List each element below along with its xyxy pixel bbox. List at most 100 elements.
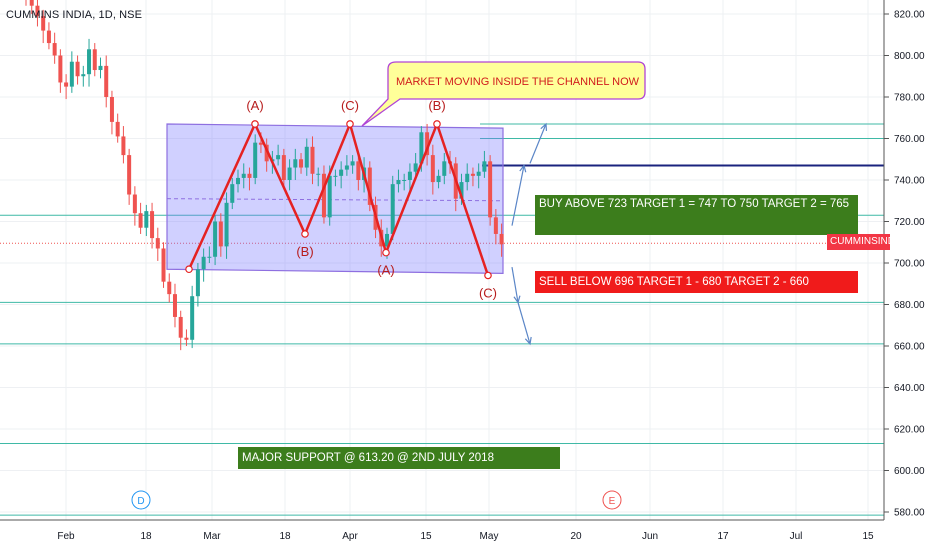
- candle-body: [321, 173, 326, 218]
- arrow-head: [524, 336, 532, 346]
- candle-body: [75, 61, 80, 77]
- candle-body: [499, 233, 504, 245]
- sell-note: SELL BELOW 696 TARGET 1 - 680 TARGET 2 -…: [535, 271, 858, 293]
- x-tick-label: Feb: [57, 531, 75, 542]
- x-tick-label: Jun: [642, 531, 658, 542]
- candle-body: [87, 49, 92, 75]
- candle-body: [482, 161, 487, 172]
- wave-label: (B): [296, 244, 313, 259]
- wave-node: [301, 230, 309, 238]
- candle-body: [41, 16, 46, 31]
- candle-body: [230, 184, 235, 203]
- candle-body: [35, 5, 40, 17]
- candle-body: [178, 316, 183, 338]
- candle-body: [436, 175, 441, 183]
- projection-arrows: [511, 122, 548, 346]
- candle-body: [253, 142, 258, 178]
- x-tick-label: Jul: [790, 531, 803, 542]
- candle-body: [419, 132, 424, 164]
- wave-node: [433, 120, 441, 128]
- candle-body: [98, 65, 103, 71]
- candle-body: [92, 49, 97, 71]
- callout-shape: [361, 61, 646, 127]
- candle-body: [195, 269, 200, 297]
- candle-body: [115, 121, 120, 137]
- candle-body: [465, 173, 470, 183]
- channel-midline: [166, 198, 504, 202]
- candle-body: [488, 161, 493, 218]
- candle-body: [396, 180, 401, 185]
- event-label: E: [609, 496, 616, 507]
- wave-node: [251, 120, 259, 128]
- y-tick-label: 620.00: [894, 425, 925, 436]
- candle-body: [258, 142, 263, 145]
- y-tick-label: 820.00: [894, 10, 925, 21]
- candle-body: [493, 217, 498, 234]
- candle-body: [207, 256, 212, 258]
- candle-body: [413, 163, 418, 172]
- candle-body: [104, 65, 109, 97]
- arrow-down-2: [517, 302, 531, 345]
- candle-body: [276, 155, 281, 160]
- x-tick-label: 18: [279, 531, 291, 542]
- candle-body: [344, 165, 349, 170]
- candle-body: [121, 136, 126, 156]
- wave-node: [382, 248, 390, 257]
- arrow-up-1: [511, 165, 525, 226]
- y-tick-label: 700.00: [894, 259, 925, 270]
- candle-body: [316, 173, 321, 175]
- candle-body: [81, 74, 86, 77]
- support-note: MAJOR SUPPORT @ 613.20 @ 2ND JULY 2018: [238, 447, 560, 469]
- candle-body: [459, 182, 464, 199]
- wave-label: (A): [377, 263, 394, 278]
- arrow-head: [519, 164, 527, 173]
- candle-body: [109, 97, 114, 122]
- candle-body: [184, 337, 189, 340]
- candle-body: [264, 144, 269, 162]
- wave-label: (B): [428, 98, 445, 113]
- elliott-wave-lines: (A) (B) (C) (A) (B) (C): [185, 98, 497, 300]
- candle-body: [132, 194, 137, 214]
- buy-note: BUY ABOVE 723 TARGET 1 = 747 TO 750 TARG…: [535, 195, 858, 235]
- x-tick-label: 17: [717, 531, 729, 542]
- candle-body: [293, 159, 298, 168]
- time-axis[interactable]: Feb 18 Mar 18 Apr 15 May 20 Jun 17 Jul 15: [0, 519, 884, 542]
- candle-body: [350, 161, 355, 166]
- y-tick-label: 740.00: [894, 176, 925, 187]
- candle-body: [287, 167, 292, 180]
- x-tick-label: 15: [420, 531, 432, 542]
- price-tag-value: 709.50: [895, 236, 926, 247]
- candle-body: [247, 173, 252, 178]
- wave-label: (A): [246, 98, 263, 113]
- candle-body: [442, 161, 447, 176]
- candle-body: [218, 221, 223, 247]
- candle-body: [58, 55, 63, 83]
- price-axis[interactable]: 820.00 800.00 780.00 760.00 740.00 720.00 700.…: [883, 0, 932, 520]
- candle-body: [339, 169, 344, 176]
- candle-body: [333, 175, 338, 177]
- candle-body: [299, 159, 304, 168]
- wave-label: (C): [479, 285, 497, 300]
- y-tick-label: 800.00: [894, 51, 925, 62]
- x-tick-label: May: [480, 531, 499, 542]
- y-tick-label: 680.00: [894, 300, 925, 311]
- candle-body: [29, 0, 34, 6]
- candle-body: [304, 146, 309, 168]
- x-tick-label: 20: [570, 531, 582, 542]
- candle-body: [144, 211, 149, 228]
- candle-body: [150, 211, 155, 239]
- candle-body: [327, 175, 332, 218]
- axis-bg: [884, 0, 932, 520]
- y-tick-label: 720.00: [894, 217, 925, 228]
- event-marker: [602, 490, 622, 510]
- wave-node: [346, 120, 354, 128]
- wave-label: (C): [341, 98, 359, 113]
- candle-body: [470, 173, 475, 176]
- candle-body: [138, 213, 143, 228]
- arrow-up-2: [529, 123, 547, 164]
- event-marker: [131, 490, 151, 510]
- candle-body: [356, 161, 361, 180]
- x-tick-label: Mar: [203, 531, 221, 542]
